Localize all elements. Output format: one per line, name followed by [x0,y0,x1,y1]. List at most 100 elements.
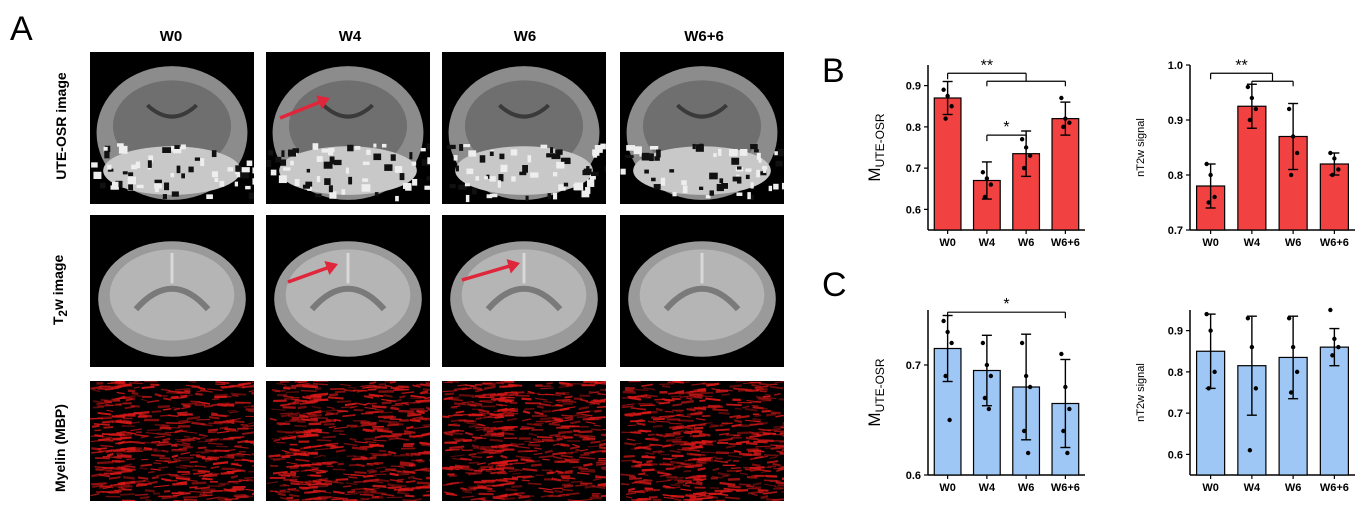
image-tile-t2w-w6-6 [620,215,784,367]
panel-b-letter: B [822,52,845,90]
y-axis-label: MUTE-OSR [865,113,887,182]
y-tick-label: 0.7 [906,163,921,175]
data-point [1212,194,1217,200]
error-bar [1060,358,1071,449]
data-point [1067,120,1072,125]
data-point [1247,117,1253,123]
column-header-w0: W0 [159,28,183,45]
data-point [1061,428,1066,434]
column-header-w6: W6 [513,28,537,45]
data-point [1245,84,1251,90]
data-point [1027,153,1033,158]
x-tick-label: W0 [939,237,956,249]
data-point [1059,351,1064,357]
data-point [1204,161,1209,167]
y-tick-label: 0.6 [1168,449,1183,461]
bar-w6-6 [1051,118,1080,231]
svg-text:**: ** [981,57,993,74]
error-bar [1329,327,1340,367]
data-point [1027,384,1033,390]
image-tile-ute-w6-6 [620,52,784,204]
data-point [1286,316,1292,321]
t2w-label-subscript: 2 [56,310,70,317]
x-tick-label: W4 [1244,482,1261,494]
image-tile-t2w-w6 [442,215,606,367]
data-point [980,340,986,346]
data-point [1328,150,1333,156]
data-point [949,340,954,346]
image-tile-ute-w0 [90,52,254,204]
x-tick-label: W0 [1202,482,1219,494]
data-point [1065,450,1070,456]
image-tile-myelin-w4 [266,381,430,501]
significance-bracket: ** [947,57,1066,87]
data-point [941,87,946,92]
data-point [947,417,952,423]
data-point [1023,145,1029,150]
data-point [984,362,990,368]
data-point [945,329,950,335]
t2w-label-prefix: T [50,316,67,326]
svg-text:*: * [1003,296,1009,313]
data-point [1206,200,1211,205]
y-tick-label: 0.8 [906,122,921,134]
x-tick-label: W4 [979,237,996,249]
data-point [1023,373,1029,379]
panel-a-letter: A [10,10,33,48]
data-point [1249,344,1255,350]
y-tick-label: 0.7 [1168,408,1183,420]
data-point [982,395,988,401]
t2w-label-suffix: w image [50,254,67,311]
image-tile-myelin-w6-6 [620,381,784,501]
x-tick-label: W6 [1285,482,1302,494]
chart-svg-c-left: 0.6 0.7 MUTE-OSR W0 W4 W6 W6+6 * [865,296,1085,494]
data-point [945,93,950,99]
x-tick-label: W6 [1285,237,1302,249]
row-label-t2w: T2w image [50,235,70,345]
data-point [941,318,946,324]
data-point [1288,390,1294,395]
image-tile-myelin-w0 [90,381,254,501]
row-label-myelin: Myelin (MBP) [52,404,68,492]
svg-text:**: ** [1235,57,1247,74]
data-point [1067,406,1072,412]
data-point [1063,116,1068,121]
data-point [1253,106,1259,112]
data-point [1021,428,1027,434]
y-tick-label: 0.6 [906,204,921,216]
significance-bracket: * [947,296,1066,319]
y-tick-label: 0.7 [906,360,921,372]
data-point [1336,167,1341,172]
x-tick-label: W0 [939,482,956,494]
data-point [1290,134,1296,139]
image-tile-myelin-w6 [442,381,606,501]
data-point [1290,344,1296,350]
data-point [1245,316,1251,321]
data-point [1206,386,1211,391]
y-tick-label: 0.6 [906,470,921,482]
y-tick-label: 0.9 [906,81,921,93]
y-axis-label: nT2w signal [1135,363,1147,422]
data-point [1021,165,1027,171]
y-tick-label: 0.7 [1168,225,1183,237]
data-point [986,406,992,412]
data-point [1249,95,1255,101]
y-tick-label: 0.9 [1168,326,1183,338]
data-point [1061,124,1066,130]
chart-c-mute: 0.6 0.7 MUTE-OSR W0 W4 W6 W6+6 * [860,285,1100,500]
data-point [1288,172,1294,178]
column-header-w4: W4 [338,28,362,45]
x-tick-label: W6 [1018,482,1035,494]
significance-bracket: ** [1210,57,1294,87]
image-tile-t2w-w4 [266,215,430,367]
y-axis-label: nT2w signal [1135,118,1147,177]
data-point [1294,150,1300,156]
x-tick-label: W6+6 [1051,237,1080,249]
image-tile-ute-w6 [442,52,606,204]
error-bar [981,334,992,407]
x-tick-label: W4 [1244,237,1261,249]
x-tick-label: W4 [979,482,996,494]
data-point [949,104,954,109]
panel-c-letter: C [822,266,847,304]
